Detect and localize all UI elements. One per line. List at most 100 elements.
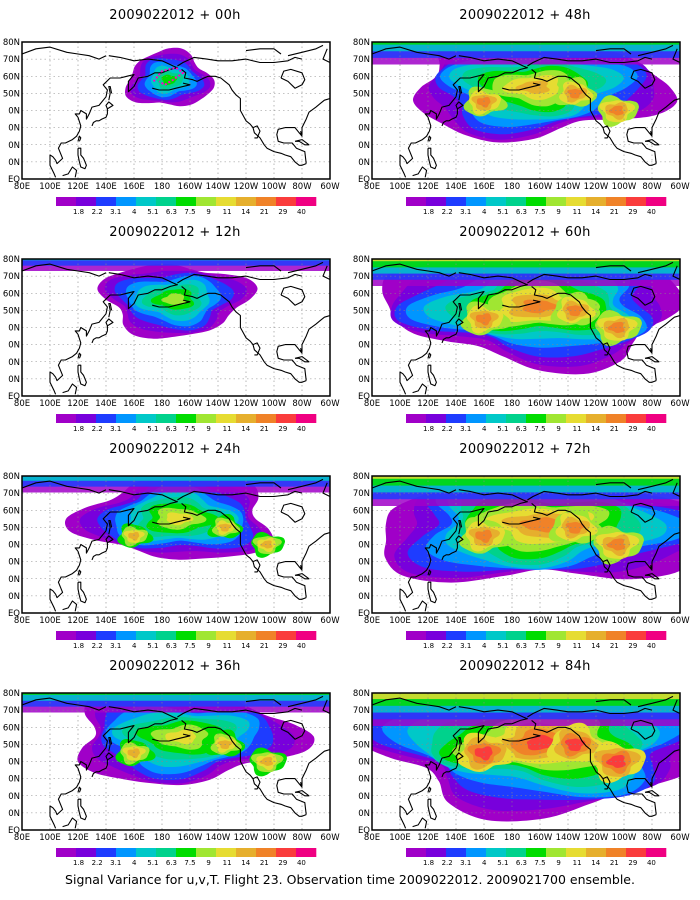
y-tick-label: 50N xyxy=(353,523,370,533)
x-tick-label: 100E xyxy=(39,833,61,843)
coastline xyxy=(152,516,191,525)
grid xyxy=(22,259,330,396)
y-tick-label: 60N xyxy=(3,723,20,733)
y-tick-label: 0N xyxy=(8,792,20,802)
colorbar-swatch xyxy=(176,848,197,857)
coastline xyxy=(152,733,191,742)
y-tick-label: 0N xyxy=(358,341,370,351)
panel-title: 2009022012 + 84h xyxy=(459,659,591,674)
y-tick-label: EQ xyxy=(8,392,20,402)
colorbar-label: 4 xyxy=(482,859,487,867)
y-tick-label: 0N xyxy=(8,558,20,568)
x-tick-label: 100W xyxy=(262,833,287,843)
flight-track xyxy=(152,66,185,86)
coastline xyxy=(181,502,307,600)
x-tick-label: 80E xyxy=(364,182,380,192)
coastline xyxy=(49,272,178,395)
colorbar-swatch xyxy=(406,414,427,423)
colorbar-label: 4 xyxy=(132,425,137,433)
colorbar-label: 7.5 xyxy=(184,425,195,433)
map-frame xyxy=(21,475,331,614)
coastline xyxy=(91,535,114,561)
coastline xyxy=(252,559,261,573)
y-tick-label: 0N xyxy=(358,141,370,151)
x-tick-label: 120W xyxy=(584,182,609,192)
coastline xyxy=(644,356,660,363)
colorbar-swatch xyxy=(406,197,427,206)
colorbar-label: 7.5 xyxy=(534,642,545,650)
colorbar-label: 14 xyxy=(591,859,600,867)
contour-band xyxy=(475,529,493,543)
colorbar-swatch xyxy=(236,414,257,423)
coastline xyxy=(531,68,657,166)
colorbar-swatch xyxy=(276,197,297,206)
x-tick-label: 140W xyxy=(556,399,581,409)
coastline xyxy=(458,302,463,318)
y-tick-label: 0N xyxy=(358,158,370,168)
coastline xyxy=(644,139,660,146)
colorbar-label: 9 xyxy=(206,642,210,650)
colorbar-label: 3.1 xyxy=(460,642,471,650)
coastline xyxy=(77,135,82,142)
coastline xyxy=(399,272,528,395)
coastline xyxy=(595,265,632,272)
colorbar-label: 40 xyxy=(647,859,656,867)
coastline xyxy=(245,265,282,272)
coastline xyxy=(276,748,330,815)
x-tick-label: 60W xyxy=(670,616,690,626)
colorbar-swatch xyxy=(446,848,467,857)
x-tick-label: 140W xyxy=(556,182,581,192)
coastline xyxy=(595,482,632,489)
y-tick-label: 0N xyxy=(8,341,20,351)
x-tick-label: 140E xyxy=(95,182,117,192)
variance-field xyxy=(372,42,680,179)
x-tick-label: 160E xyxy=(473,833,495,843)
coastline xyxy=(637,695,674,708)
colorbar-swatch xyxy=(296,631,317,640)
coastline xyxy=(644,573,660,580)
colorbar-label: 40 xyxy=(647,642,656,650)
colorbar-label: 3.1 xyxy=(460,425,471,433)
y-tick-label: 0N xyxy=(358,575,370,585)
x-tick-label: 80W xyxy=(642,182,662,192)
colorbar-swatch xyxy=(606,197,627,206)
contour-band xyxy=(372,259,680,268)
coastline xyxy=(441,101,464,127)
x-tick-label: 160W xyxy=(528,616,553,626)
coastline xyxy=(287,44,324,57)
colorbar-swatch xyxy=(156,848,177,857)
colorbar-swatch xyxy=(196,197,217,206)
grid xyxy=(372,259,680,396)
colorbar-swatch xyxy=(466,197,487,206)
x-tick-label: 100W xyxy=(612,399,637,409)
colorbar-label: 5.1 xyxy=(147,208,158,216)
colorbar-label: 11 xyxy=(223,208,232,216)
map-frame xyxy=(371,692,681,831)
x-tick-label: 80E xyxy=(14,399,30,409)
x-tick-label: 180 xyxy=(154,182,170,192)
colorbar-swatch xyxy=(626,848,647,857)
contour-band xyxy=(22,476,330,481)
coastline xyxy=(181,285,307,383)
y-tick-label: 60N xyxy=(3,506,20,516)
y-tick-label: 60N xyxy=(353,723,370,733)
colorbar-label: 2.2 xyxy=(92,208,103,216)
coastline xyxy=(527,56,653,67)
colorbar-swatch xyxy=(276,631,297,640)
colorbar-swatch xyxy=(586,631,607,640)
coastline xyxy=(399,55,528,178)
colorbar-label: 6.3 xyxy=(166,859,177,867)
colorbar-label: 7.5 xyxy=(184,859,195,867)
colorbar-swatch xyxy=(626,414,647,423)
colorbar-swatch xyxy=(566,631,587,640)
coastlines xyxy=(372,44,680,178)
contour-band xyxy=(566,305,584,317)
contour-band xyxy=(474,746,493,761)
colorbar-label: 40 xyxy=(297,208,306,216)
coastlines xyxy=(22,695,330,829)
coastline xyxy=(399,489,528,612)
contour-band xyxy=(127,748,140,759)
colorbar-label: 6.3 xyxy=(166,208,177,216)
colorbar-swatch xyxy=(156,414,177,423)
colorbar-label: 9 xyxy=(206,208,210,216)
